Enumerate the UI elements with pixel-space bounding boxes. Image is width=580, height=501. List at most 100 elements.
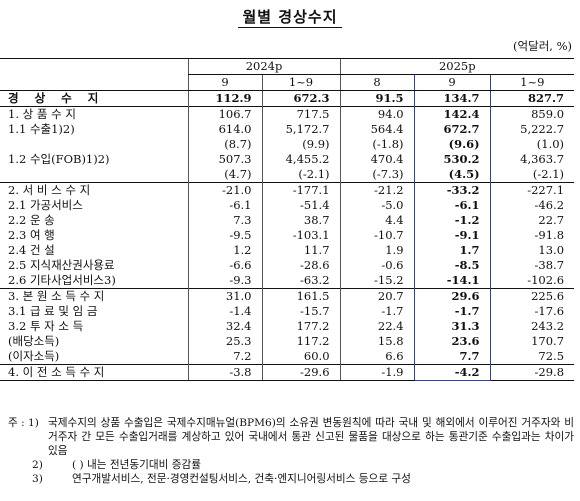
row-value: -63.2 [261,273,341,289]
row-value: 564.4 [339,122,415,137]
row-label: 3.2 투 자 소 득 [8,319,84,333]
row-value: -91.8 [534,228,565,242]
table-row: 1.2 수입(FOB)1)2) 507.3 4,455.2 470.4 530.2 4,3… [0,152,574,167]
row-value: 20.7 [339,288,415,304]
row-value: 243.2 [531,319,565,333]
footnote-key: 주 : 1) [8,417,39,429]
row-value: (-2.1) [261,167,341,183]
row-value: -33.2 [413,182,491,198]
row-label: 2.6 기타사업서비스3) [8,273,116,287]
year-2025-header: 2025p [339,58,575,75]
row-value: 4,455.2 [261,152,341,167]
table-row: 3. 본 원 소 득 수 지 31.0 161.5 20.7 29.6 225.6 [0,288,575,304]
row-value: -6.1 [187,198,262,213]
row-value: -15.2 [339,273,415,289]
row-value: -14.1 [413,273,491,289]
row-value: 13.0 [538,243,565,257]
row-value: -1.9 [339,364,415,381]
table-row: 2.4 건 설 1.2 11.7 1.9 1.7 13.0 [0,243,574,258]
row-label [0,167,188,183]
row-value: 112.9 [187,90,262,107]
row-value: -9.3 [187,273,262,289]
table-row: 1. 상 품 수 지 106.7 717.5 94.0 142.4 859.0 [0,106,575,122]
row-value: -51.4 [261,198,341,213]
row-label: 2.4 건 설 [8,243,55,257]
row-value: 859.0 [490,106,575,122]
row-value: -177.1 [261,182,341,198]
row-value: 614.0 [187,122,262,137]
row-value: 94.0 [339,106,415,122]
table-row: 2.5 지식재산권사용료 -6.6 -28.6 -0.6 -8.5 -38.7 [0,258,574,273]
row-value: (-2.1) [532,167,565,181]
table-row: 2.3 여 행 -9.5 -103.1 -10.7 -9.1 -91.8 [0,228,574,243]
row-value: 4.4 [339,213,415,228]
row-value: 22.7 [538,213,565,227]
footnotes: 주 : 1) 국제수지의 상품 수출입은 국제수지매뉴얼(BPM6)의 소유권 변… [8,416,574,486]
footnote-text: 연구개발서비스, 전문·경영컨설팅서비스, 건축·엔지니어링서비스 등으로 구성 [72,473,411,485]
row-value: 142.4 [413,106,491,122]
row-value: 170.7 [531,334,565,348]
row-label: 4. 이 전 소 득 수 지 [0,364,188,381]
row-value: -6.1 [413,198,491,213]
row-value: 38.7 [261,213,341,228]
row-value: 530.2 [413,152,491,167]
row-value: 507.3 [187,152,262,167]
row-value: 72.5 [538,349,565,363]
table-row: 2.2 운 송 7.3 38.7 4.4 -1.2 22.7 [0,213,574,228]
row-value: -5.0 [339,198,415,213]
col-header: 9 [187,74,262,91]
row-value: (-7.3) [339,167,415,183]
row-value: -28.6 [261,258,341,273]
table-row: 경 상 수 지 112.9 672.3 91.5 134.7 827.7 [0,90,574,107]
row-value: 15.8 [339,334,415,349]
row-value: 7.2 [187,349,262,365]
col-header: 8 [339,74,415,91]
row-value: -1.7 [339,304,415,319]
row-value: 31.3 [413,319,491,334]
row-value: 7.7 [413,349,491,365]
row-value: 60.0 [261,349,341,365]
table-row: 2.1 가공서비스 -6.1 -51.4 -5.0 -6.1 -46.2 [0,198,574,213]
footnote-key: 3) [32,473,43,485]
col-header: 1~9 [261,74,341,91]
footnote-text: 국제수지의 상품 수출입은 국제수지매뉴얼(BPM6)의 소유권 변동원칙에 따… [48,417,574,457]
year-2024-header: 2024p [187,58,341,75]
unit-label: (억달러, %) [513,39,572,53]
row-value: -29.6 [261,364,341,381]
row-value: 5,222.7 [520,122,565,136]
row-value: -17.6 [534,304,565,318]
footnote-text: ( ) 내는 전년동기대비 증감률 [72,459,201,471]
row-label: 3.1 급 료 및 임 금 [8,304,98,318]
header-blank [0,58,188,75]
footnote-key: 2) [32,459,43,471]
table-row: 2.6 기타사업서비스3) -9.3 -63.2 -15.2 -14.1 -102.6 [0,273,574,289]
row-value: -9.1 [413,228,491,243]
current-account-table: 2024p 2025p 9 1~9 8 9 1~9 경 상 수 지 112.9 67… [0,58,575,381]
row-value: -6.6 [187,258,262,273]
row-value: -38.7 [534,258,565,272]
row-value: 22.4 [339,319,415,334]
col-header: 1~9 [490,74,575,91]
table-row: (이자소득) 7.2 60.0 6.6 7.7 72.5 [0,349,574,365]
row-label: 2.5 지식재산권사용료 [8,258,115,272]
row-label: (배당소득) [8,334,60,348]
row-value: 134.7 [413,90,491,107]
row-value: 117.2 [261,334,341,349]
row-value: -21.0 [187,182,262,198]
row-value: 177.2 [261,319,341,334]
row-value: -29.8 [490,364,575,381]
row-value: 470.4 [339,152,415,167]
row-label: 3. 본 원 소 득 수 지 [0,288,188,304]
row-value: -3.8 [187,364,262,381]
table-row: 2. 서 비 스 수 지 -21.0 -177.1 -21.2 -33.2 -227.1 [0,182,575,198]
table-row: 3.1 급 료 및 임 금 -1.4 -15.7 -1.7 -1.7 -17.6 [0,304,574,319]
row-value: 5,172.7 [261,122,341,137]
row-value: (9.6) [413,137,491,152]
row-value: 6.6 [339,349,415,365]
row-value: -1.2 [413,213,491,228]
row-value: (4.5) [413,167,491,183]
row-value: -4.2 [413,364,491,381]
row-value: 32.4 [187,319,262,334]
row-value: 23.6 [413,334,491,349]
row-value: -102.6 [527,273,565,287]
